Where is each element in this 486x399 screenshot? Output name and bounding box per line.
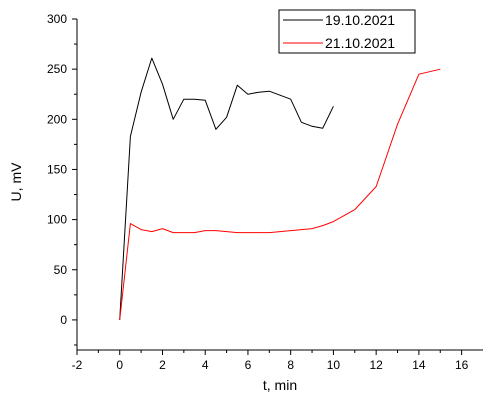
y-tick-label: 250 [47,62,67,76]
y-tick-label: 100 [47,213,67,227]
series-layer [119,57,441,320]
x-tick-label: 6 [245,358,252,372]
y-tick-label: 50 [54,263,68,277]
x-tick-label: 4 [202,358,209,372]
x-tick-label: 2 [159,358,166,372]
series-line-2 [119,68,441,320]
x-axis-label: t, min [263,377,297,393]
y-tick-label: 0 [60,313,67,327]
plot-frame [76,19,483,351]
y-tick-label: 150 [47,162,67,176]
legend-box [278,9,416,54]
legend-label-series-1: 19.10.2021 [325,12,395,28]
legend: 19.10.2021 21.10.2021 [278,9,416,54]
x-tick-label: 10 [327,358,341,372]
x-tick-label: -2 [72,358,83,372]
y-tick-label: 300 [47,12,67,26]
x-tick-label: 0 [116,358,123,372]
series-line-1 [119,57,334,320]
y-axis-ticks: 0 50 100 150 200 250 300 [47,12,77,346]
x-tick-label: 14 [412,358,426,372]
y-axis-label: U, mV [8,162,24,202]
legend-label-series-2: 21.10.2021 [325,35,395,51]
x-tick-label: 12 [369,358,383,372]
y-tick-label: 200 [47,112,67,126]
x-tick-label: 16 [455,358,469,372]
x-tick-label: 8 [287,358,294,372]
x-axis-ticks: -2 0 2 4 6 8 10 12 14 16 [72,350,469,372]
